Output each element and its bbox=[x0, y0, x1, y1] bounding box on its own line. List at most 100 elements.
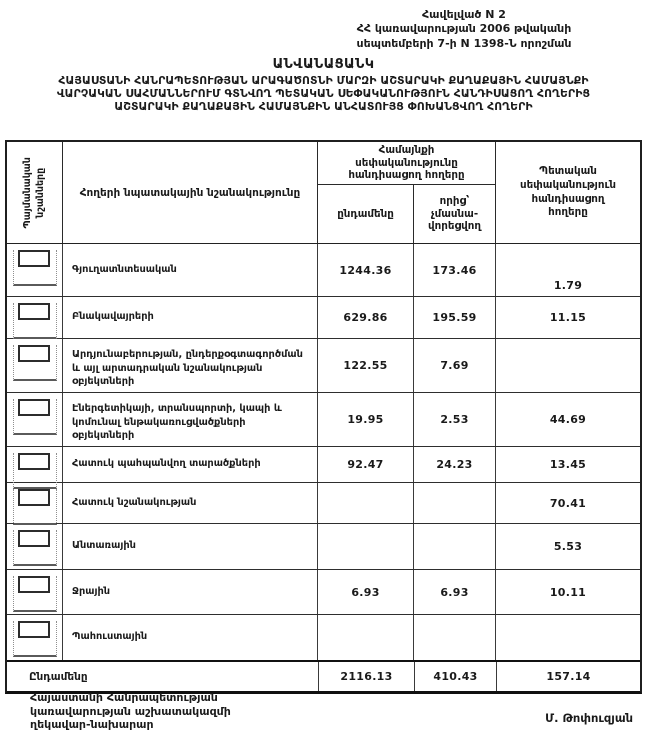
lands-table: Պայմանական նշանները Հողերի նպատակային նշ… bbox=[5, 140, 642, 694]
legend-box-symbol bbox=[12, 399, 57, 435]
legend-box-symbol bbox=[12, 621, 57, 657]
total-notprivatized-value: 410.43 bbox=[415, 662, 497, 691]
table-header: Պայմանական նշանները Հողերի նպատակային նշ… bbox=[7, 142, 640, 244]
header-symbols-label: Պայմանական նշանները bbox=[21, 156, 46, 229]
legend-cell bbox=[7, 297, 63, 339]
row-label: Ջրային bbox=[63, 570, 318, 614]
header-subtotal-cell: ընդամենը bbox=[318, 185, 414, 243]
table-row: Ջրային 6.93 6.93 10.11 bbox=[7, 570, 640, 615]
table-row: Հատուկ պահպանվող տարածքների 92.47 24.23 … bbox=[7, 447, 640, 489]
legend-box-symbol bbox=[12, 453, 57, 489]
footer-line-2: կառավարության աշխատակազմի bbox=[30, 704, 231, 718]
row-label: Բնակավայրերի bbox=[63, 297, 318, 338]
header-purpose-cell: Հողերի նպատակային նշանակությունը bbox=[63, 142, 318, 243]
table-row: Պահուստային bbox=[7, 615, 640, 661]
legend-cell bbox=[7, 244, 63, 296]
legend-inner-box bbox=[17, 530, 50, 547]
legend-box-symbol bbox=[12, 576, 57, 612]
legend-inner-box bbox=[17, 399, 50, 416]
row-notprivatized-value: 6.93 bbox=[414, 570, 496, 614]
total-state-value: 157.14 bbox=[546, 670, 591, 683]
legend-cell bbox=[7, 524, 63, 569]
legend-cell bbox=[7, 615, 63, 660]
legend-inner-box bbox=[17, 345, 50, 362]
page-title: ԱՆՎԱՆԱՑԱՆԿ bbox=[272, 57, 375, 72]
header-state-cell: Պետական սեփականություն հանդիսացող հողերը bbox=[519, 164, 617, 219]
header-community-label: Համայնքի սեփականությունը հանդիսացող հողե… bbox=[318, 142, 495, 185]
title-line-3: ԱՇՏԱՐԱԿԻ ՔԱՂԱՔԱՅԻՆ ՀԱՄԱՅՆՔԻՆ ԱՆՀԱՏՈՒՅՑ Փ… bbox=[114, 100, 533, 114]
legend-inner-box bbox=[17, 250, 50, 267]
appendix-note: Հավելված N 2 ՀՀ կառավարության 2006 թվակա… bbox=[289, 8, 639, 51]
row-label: Հատուկ նշանակության bbox=[63, 483, 318, 523]
table-row: Էներգետիկայի, տրանսպորտի, կապի և կոմունա… bbox=[7, 393, 640, 447]
appendix-number: Հավելված N 2 bbox=[422, 8, 506, 21]
decree-issuer: ՀՀ կառավարության 2006 թվականի bbox=[356, 22, 572, 36]
row-notprivatized-value bbox=[414, 483, 496, 523]
row-total-value: 92.47 bbox=[318, 447, 414, 482]
row-total-value bbox=[318, 524, 414, 569]
legend-cell bbox=[7, 483, 63, 525]
header-community-group: Համայնքի սեփականությունը հանդիսացող հողե… bbox=[318, 142, 496, 243]
legend-cell bbox=[7, 339, 63, 392]
legend-box-symbol bbox=[12, 530, 57, 566]
table-row: Գյուղատնտեսական 1244.36 173.46 1.79 bbox=[7, 244, 640, 297]
table-row: Բնակավայրերի 629.86 195.59 11.15 bbox=[7, 297, 640, 339]
table-row: Արդյունաբերության, ընդերքօգտագործման և ա… bbox=[7, 339, 640, 393]
title-line-1: ՀԱՅԱՍՏԱՆԻ ՀԱՆՐԱՊԵՏՈՒԹՅԱՆ ԱՐԱԳԱԾՈՏՆԻ ՄԱՐԶ… bbox=[58, 74, 589, 87]
row-notprivatized-value: 173.46 bbox=[414, 244, 496, 296]
footer-line-1: Հայաստանի Հանրապետության bbox=[30, 691, 218, 704]
footer-signatory-title: Հայաստանի Հանրապետության կառավարության ա… bbox=[30, 691, 231, 732]
legend-box-symbol bbox=[12, 489, 57, 525]
header-notprivatized-cell: որից՝ չմասնա- վորեցվող bbox=[428, 194, 481, 233]
row-label: Հատուկ պահպանվող տարածքների bbox=[63, 447, 318, 482]
row-total-value: 19.95 bbox=[318, 393, 414, 446]
legend-inner-box bbox=[17, 576, 50, 593]
header-symbols-cell: Պայմանական նշանները bbox=[7, 142, 63, 243]
footer-line-3: ղեկավար-նախարար bbox=[30, 718, 154, 732]
row-state-value bbox=[496, 615, 640, 660]
decree-reference: սեպտեմբերի 7-ի N 1398-Ն որոշման bbox=[356, 36, 572, 50]
row-total-value: 6.93 bbox=[318, 570, 414, 614]
row-label: Անտառային bbox=[63, 524, 318, 569]
legend-inner-box bbox=[17, 621, 50, 638]
legend-inner-box bbox=[17, 303, 50, 320]
legend-cell bbox=[7, 447, 63, 489]
row-state-value: 1.79 bbox=[553, 279, 583, 292]
legend-box-symbol bbox=[12, 250, 57, 286]
row-total-value: 629.86 bbox=[318, 297, 414, 338]
total-row-label: Ընդամենը bbox=[7, 662, 319, 691]
row-notprivatized-value bbox=[414, 615, 496, 660]
row-state-value: 11.15 bbox=[549, 311, 587, 324]
table-row: Անտառային 5.53 bbox=[7, 524, 640, 570]
row-state-value: 44.69 bbox=[549, 413, 587, 426]
row-state-value: 70.41 bbox=[549, 496, 587, 510]
header-subrow: ընդամենը որից՝ չմասնա- վորեցվող bbox=[318, 185, 495, 243]
row-label: Արդյունաբերության, ընդերքօգտագործման և ա… bbox=[63, 339, 318, 392]
row-notprivatized-value bbox=[414, 524, 496, 569]
row-total-value bbox=[318, 615, 414, 660]
row-total-value: 122.55 bbox=[318, 339, 414, 392]
row-state-value bbox=[496, 339, 640, 392]
row-notprivatized-value: 24.23 bbox=[414, 447, 496, 482]
table-total-row: Ընդամենը 2116.13 410.43 157.14 bbox=[7, 661, 640, 691]
legend-inner-box bbox=[17, 489, 50, 506]
row-label: Պահուստային bbox=[63, 615, 318, 660]
legend-box-symbol bbox=[12, 345, 57, 381]
row-state-value: 13.45 bbox=[549, 458, 587, 471]
total-total-value: 2116.13 bbox=[319, 662, 415, 691]
legend-cell bbox=[7, 393, 63, 446]
table-row: Հատուկ նշանակության 70.41 bbox=[7, 483, 640, 525]
row-notprivatized-value: 2.53 bbox=[414, 393, 496, 446]
row-label: Էներգետիկայի, տրանսպորտի, կապի և կոմունա… bbox=[63, 393, 318, 446]
signature-name: Մ. Թոփուզյան bbox=[545, 711, 633, 725]
row-total-value bbox=[318, 483, 414, 523]
title-line-2: ՎԱՐՉԱԿԱՆ ՍԱՀՄԱՆՆԵՐՈՒՄ ԳՏՆՎՈՂ ՊԵՏԱԿԱՆ ՍԵՓ… bbox=[56, 87, 591, 101]
row-notprivatized-value: 195.59 bbox=[414, 297, 496, 338]
row-state-value: 10.11 bbox=[549, 585, 587, 599]
document-title-block: ԱՆՎԱՆԱՑԱՆԿ ՀԱՅԱՍՏԱՆԻ ՀԱՆՐԱՊԵՏՈՒԹՅԱՆ ԱՐԱԳ… bbox=[0, 57, 647, 114]
legend-box-symbol bbox=[12, 303, 57, 339]
row-state-value: 5.53 bbox=[553, 540, 583, 553]
legend-cell bbox=[7, 570, 63, 614]
legend-inner-box bbox=[17, 453, 50, 470]
